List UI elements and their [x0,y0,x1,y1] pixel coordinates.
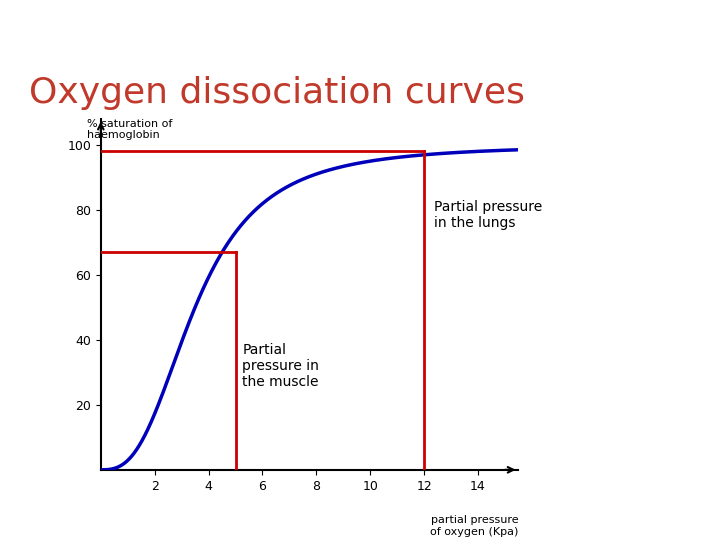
Text: Partial
pressure in
the muscle: Partial pressure in the muscle [242,343,319,389]
Text: partial pressure
of oxygen (Kpa): partial pressure of oxygen (Kpa) [430,515,518,537]
Text: Oxygen dissociation curves: Oxygen dissociation curves [29,76,525,110]
Text: Partial pressure
in the lungs: Partial pressure in the lungs [433,200,541,230]
Text: % saturation of
haemoglobin: % saturation of haemoglobin [87,119,173,140]
